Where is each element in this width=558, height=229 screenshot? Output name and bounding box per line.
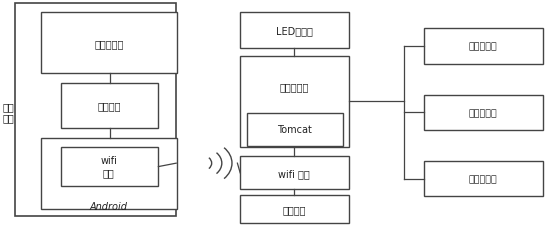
Bar: [424, 161, 543, 196]
Text: Tomcat: Tomcat: [277, 125, 311, 135]
Text: 服务工位机: 服务工位机: [469, 108, 498, 117]
Bar: [240, 13, 349, 49]
Text: LED、喇叭: LED、喇叭: [276, 26, 312, 36]
Bar: [240, 157, 349, 190]
Text: 服务工位机: 服务工位机: [469, 42, 498, 51]
Text: 排队模块: 排队模块: [97, 101, 121, 111]
Bar: [247, 113, 343, 146]
Bar: [41, 138, 177, 209]
Text: wifi 模块: wifi 模块: [278, 168, 310, 178]
Bar: [61, 84, 158, 128]
Text: 服务工位机: 服务工位机: [469, 174, 498, 183]
Bar: [15, 4, 176, 216]
Text: 智能
手机: 智能 手机: [2, 101, 14, 123]
Bar: [240, 195, 349, 223]
Text: 无线路由: 无线路由: [282, 204, 306, 214]
Bar: [424, 29, 543, 64]
Bar: [240, 57, 349, 147]
Text: Android: Android: [90, 201, 128, 211]
Text: 排队服务器: 排队服务器: [280, 82, 309, 92]
Text: 手机浏览器: 手机浏览器: [94, 38, 123, 49]
Bar: [41, 13, 177, 74]
Bar: [61, 147, 158, 186]
Bar: [424, 95, 543, 131]
Text: wifi
接口: wifi 接口: [100, 156, 117, 177]
